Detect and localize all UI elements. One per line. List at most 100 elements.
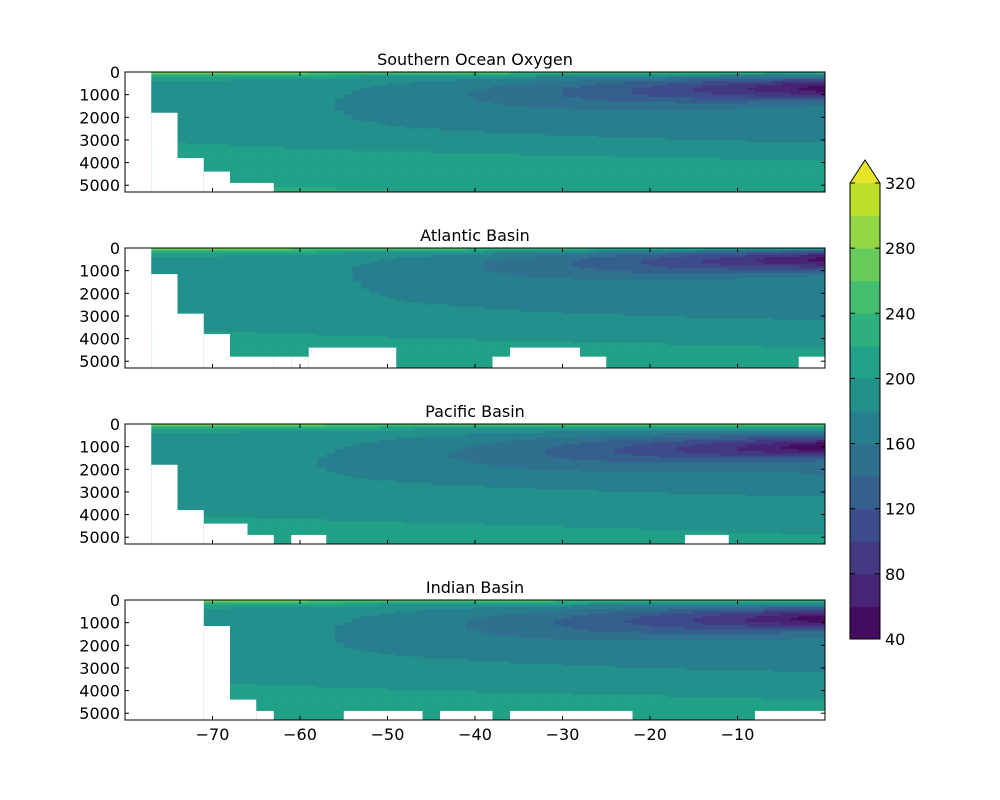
land-mask — [510, 710, 633, 720]
y-tick-label: 5000 — [79, 528, 120, 547]
colorbar-tick-label: 280 — [885, 239, 916, 258]
y-tick-label: 5000 — [79, 352, 120, 371]
y-tick-label: 4000 — [79, 154, 120, 173]
panel-4: Indian Basin 0 1000 2000 3000 4000 5000 −70 −60 −… — [79, 578, 826, 744]
y-tick-label: 1000 — [79, 614, 120, 633]
y-tick-label: 4000 — [79, 506, 120, 525]
panel-title: Atlantic Basin — [420, 226, 530, 245]
land-mask — [151, 112, 178, 192]
y-tick-label: 0 — [110, 415, 120, 434]
y-tick-label: 2000 — [79, 636, 120, 655]
panel-2: Atlantic Basin 0 1000 2000 3000 4000 5000 — [79, 226, 826, 371]
colorbar-band — [850, 508, 880, 542]
y-tick-label: 3000 — [79, 131, 120, 150]
panel-title: Indian Basin — [426, 578, 524, 597]
y-tick-label: 3000 — [79, 659, 120, 678]
land-mask — [440, 710, 493, 720]
contour-field — [125, 600, 825, 720]
colorbar-band — [850, 573, 880, 607]
y-tick-label: 5000 — [79, 704, 120, 723]
land-mask — [203, 626, 230, 720]
colorbar-band — [850, 248, 880, 282]
contour-field — [125, 72, 825, 192]
land-mask — [177, 510, 204, 544]
panel-title: Southern Ocean Oxygen — [377, 50, 573, 69]
land-mask — [177, 158, 204, 192]
y-tick-label: 3000 — [79, 483, 120, 502]
land-mask — [343, 710, 423, 720]
land-mask — [308, 347, 397, 368]
panel-1: Southern Ocean Oxygen 0 1000 2000 3000 4000 50… — [79, 50, 826, 195]
land-mask — [230, 699, 257, 720]
panel-3: Pacific Basin 0 1000 2000 3000 4000 5000 — [79, 402, 826, 547]
colorbar-band — [850, 411, 880, 445]
x-tick-label: −70 — [196, 725, 230, 744]
land-mask — [256, 710, 274, 720]
x-tick-label: −20 — [633, 725, 667, 744]
land-mask — [125, 600, 204, 720]
y-tick-label: 3000 — [79, 307, 120, 326]
land-mask — [798, 356, 825, 368]
colorbar-band — [850, 280, 880, 314]
colorbar-tick-label: 120 — [885, 500, 916, 519]
land-mask — [273, 356, 292, 368]
colorbar-band — [850, 476, 880, 510]
y-tick-label: 0 — [110, 63, 120, 82]
x-tick-label: −60 — [283, 725, 317, 744]
colorbar-band — [850, 313, 880, 347]
colorbar-band — [850, 183, 880, 217]
land-mask — [291, 534, 327, 544]
land-mask — [125, 72, 152, 192]
land-mask — [151, 274, 178, 368]
land-mask — [230, 182, 274, 192]
colorbar: 40 80 120 160 200 240 280 320 — [849, 159, 916, 649]
land-mask — [291, 356, 309, 368]
land-mask — [510, 347, 580, 368]
y-tick-label: 0 — [110, 239, 120, 258]
colorbar-tick-label: 240 — [885, 304, 916, 323]
colorbar-tick-label: 160 — [885, 435, 916, 454]
y-tick-label: 4000 — [79, 682, 120, 701]
land-mask — [125, 424, 152, 544]
colorbar-band — [850, 345, 880, 379]
x-tick-label: −30 — [546, 725, 580, 744]
y-tick-label: 1000 — [79, 438, 120, 457]
land-mask — [177, 313, 204, 368]
colorbar-tick-label: 80 — [885, 565, 905, 584]
y-tick-label: 2000 — [79, 284, 120, 303]
panel-title: Pacific Basin — [425, 402, 525, 421]
land-mask — [685, 534, 729, 544]
colorbar-band — [850, 541, 880, 575]
y-tick-label: 1000 — [79, 86, 120, 105]
land-mask — [203, 334, 230, 368]
land-mask — [580, 356, 607, 368]
colorbar-band — [850, 378, 880, 412]
colorbar-band — [850, 443, 880, 477]
colorbar-tick-label: 40 — [885, 630, 905, 649]
colorbar-band — [850, 215, 880, 249]
y-tick-label: 5000 — [79, 176, 120, 195]
contour-field — [125, 248, 825, 368]
colorbar-band — [850, 606, 880, 640]
x-tick-label: −50 — [371, 725, 405, 744]
y-tick-label: 4000 — [79, 330, 120, 349]
colorbar-extend-max — [850, 160, 880, 183]
contour-field — [125, 424, 825, 544]
y-tick-label: 1000 — [79, 262, 120, 281]
colorbar-tick-label: 200 — [885, 369, 916, 388]
x-tick-label: −40 — [458, 725, 492, 744]
land-mask — [203, 171, 230, 192]
land-mask — [492, 356, 510, 368]
land-mask — [755, 710, 825, 720]
land-mask — [203, 523, 248, 544]
land-mask — [230, 356, 274, 368]
y-tick-label: 2000 — [79, 460, 120, 479]
land-mask — [151, 464, 178, 544]
y-tick-label: 0 — [110, 591, 120, 610]
colorbar-tick-label: 320 — [885, 174, 916, 193]
land-mask — [247, 534, 274, 544]
x-tick-label: −10 — [721, 725, 755, 744]
land-mask — [125, 248, 152, 368]
y-tick-label: 2000 — [79, 108, 120, 127]
